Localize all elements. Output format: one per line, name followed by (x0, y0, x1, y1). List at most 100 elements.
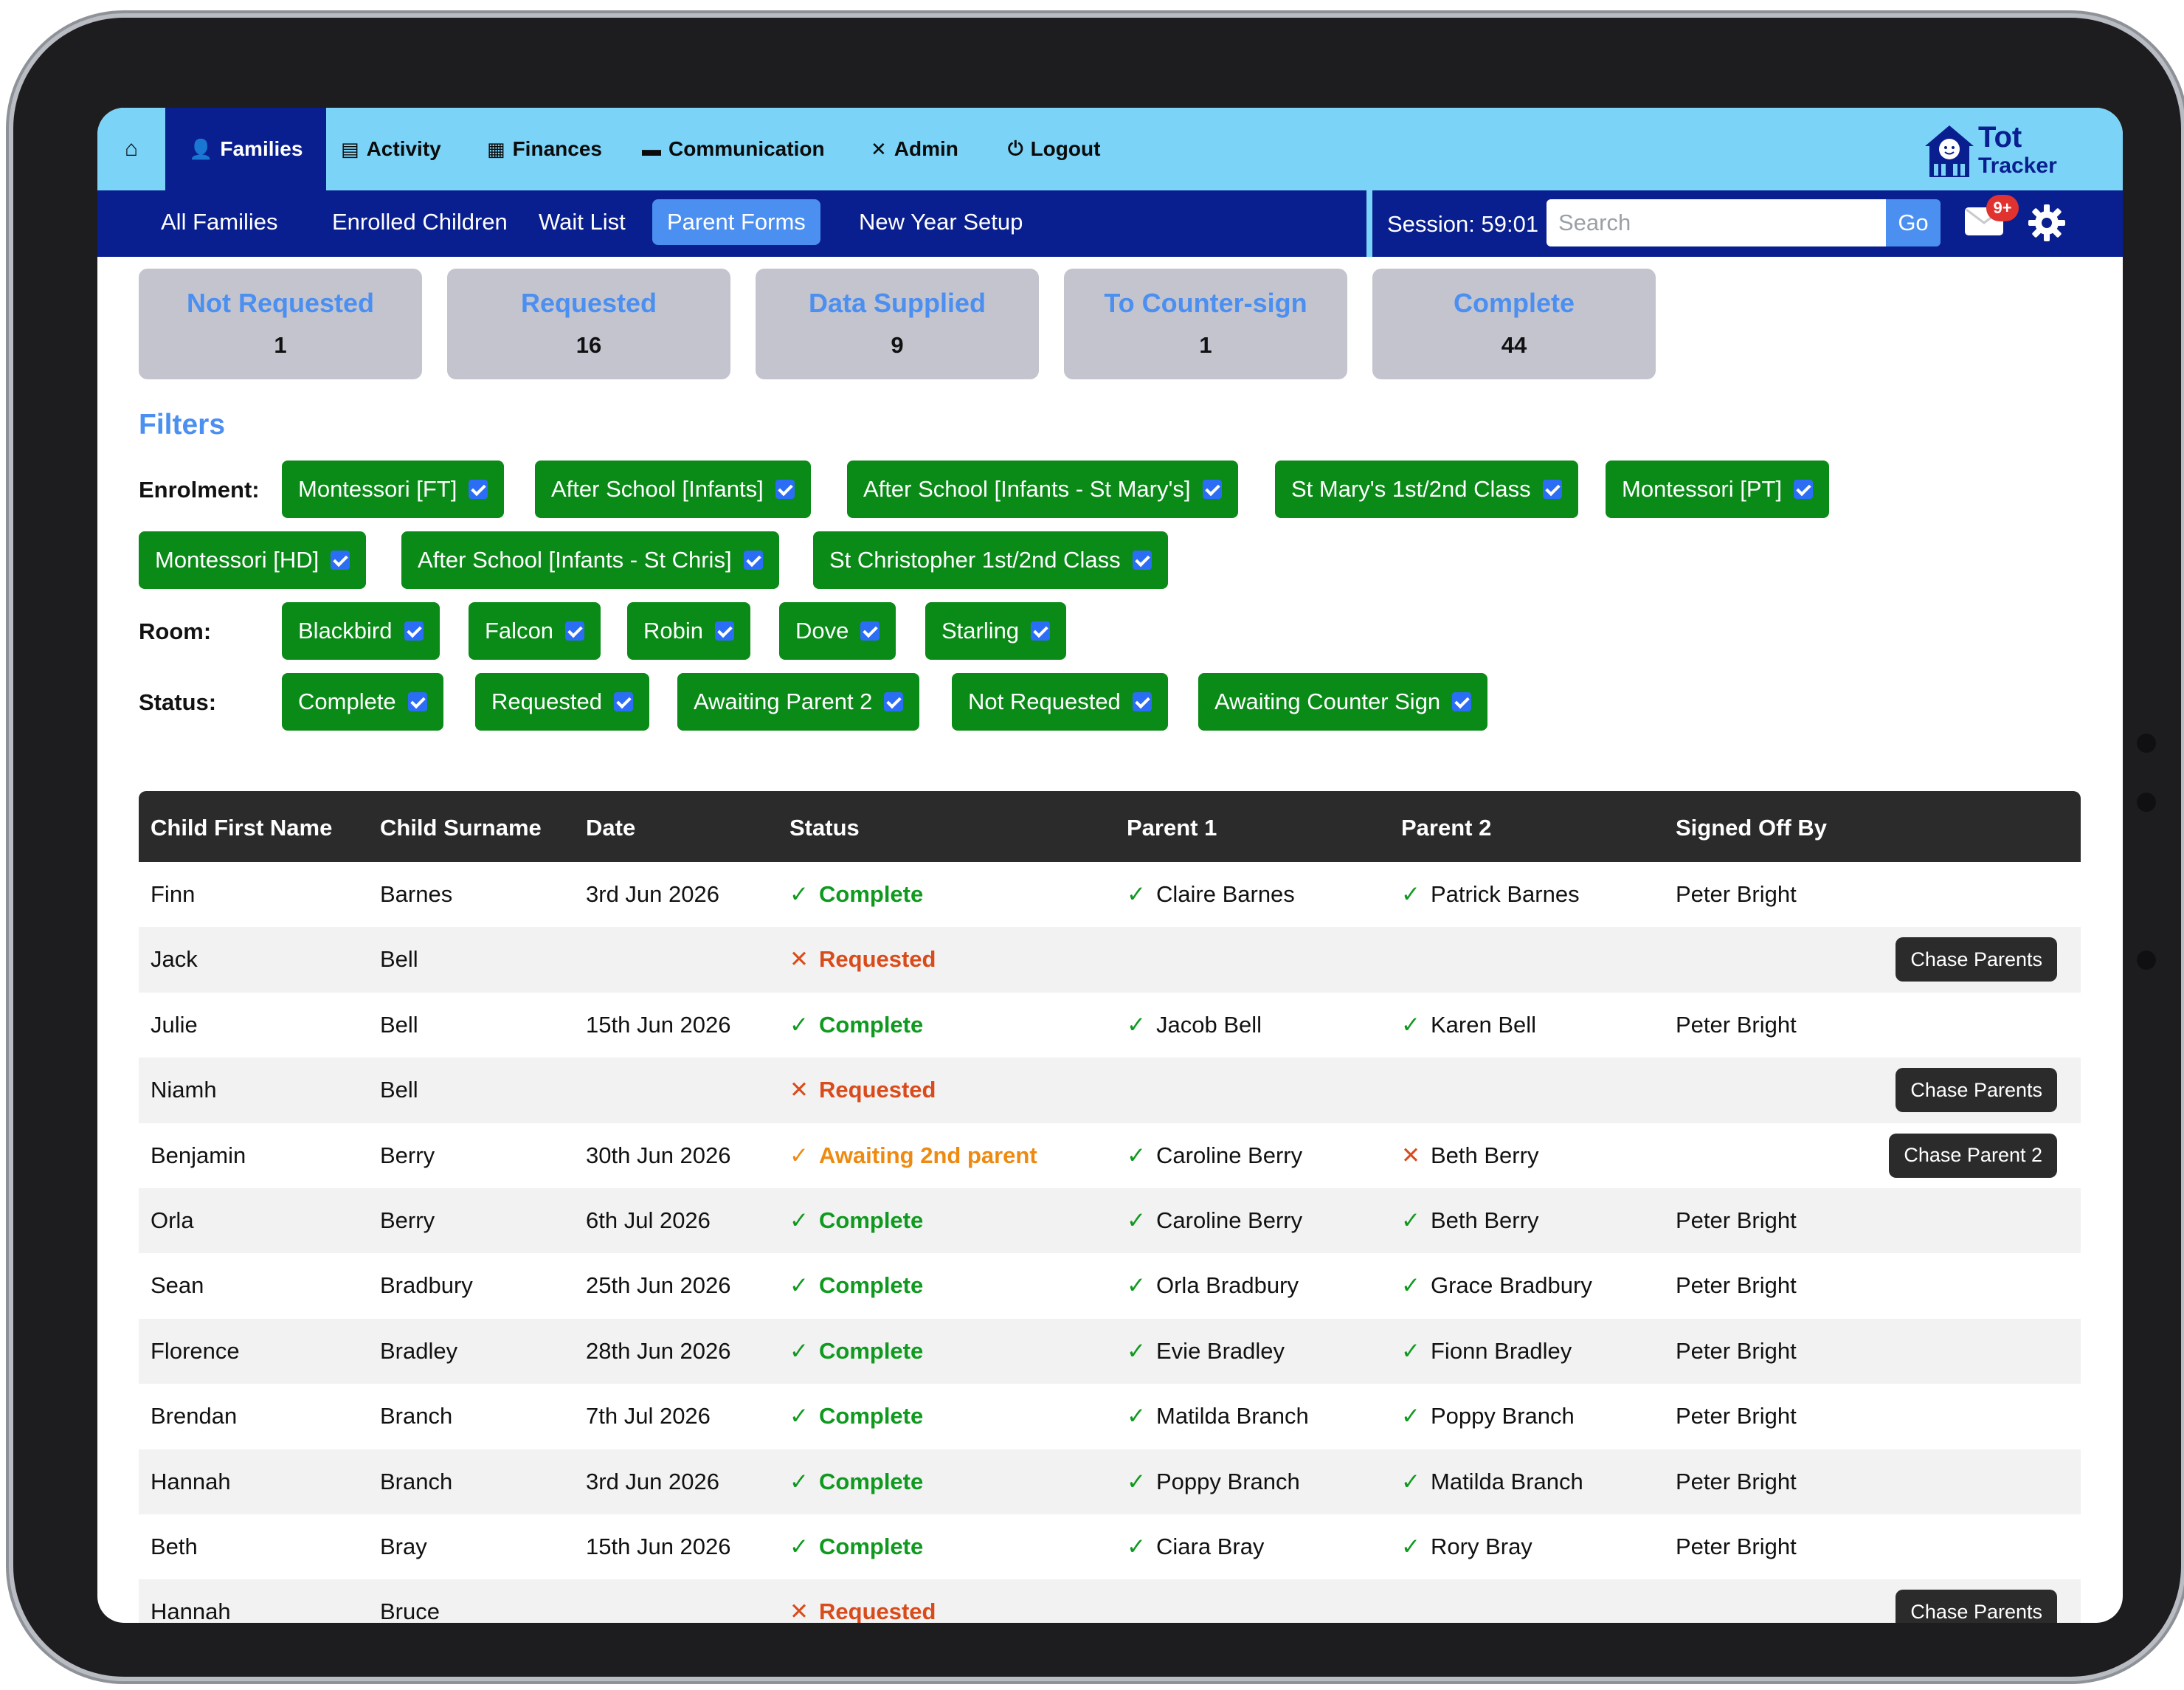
filter-chip-room[interactable]: Falcon (469, 602, 601, 660)
column-header[interactable]: Parent 2 (1401, 815, 1492, 841)
cell-surname: Branch (380, 1469, 452, 1495)
subnav-all-families[interactable]: All Families (161, 209, 278, 235)
column-header[interactable]: Status (789, 815, 860, 841)
check-icon: ✓ (1401, 1207, 1420, 1233)
column-header[interactable]: Child Surname (380, 815, 542, 841)
filter-chip-room[interactable]: Robin (627, 602, 750, 660)
table-row: Jack Bell ✕ Requested Chase Parents (139, 927, 2081, 993)
filter-chip-room[interactable]: Starling (925, 602, 1067, 660)
check-icon: ✓ (789, 1272, 809, 1299)
gear-icon[interactable] (2028, 204, 2066, 242)
cell-p2: ✕ Beth Berry (1401, 1142, 1538, 1169)
cell-first: Hannah (151, 1469, 231, 1495)
tab-communication[interactable]: ▬ Communication (642, 108, 825, 190)
filter-chip-enrolment[interactable]: St Mary's 1st/2nd Class (1275, 461, 1578, 518)
notification-badge: 9+ (1986, 195, 2019, 221)
house-logo-icon (1925, 125, 1974, 177)
cell-surname: Bradley (380, 1338, 457, 1365)
cell-text: Patrick Barnes (1431, 881, 1580, 907)
search-input[interactable] (1547, 199, 1886, 246)
chase-parent-2-button[interactable]: Chase Parent 2 (1889, 1133, 2057, 1178)
cell-text: Berry (380, 1142, 435, 1168)
filter-chip-status[interactable]: Complete (282, 673, 443, 731)
cell-text: 15th Jun 2026 (586, 1011, 731, 1038)
cell-text: Beth (151, 1533, 198, 1559)
column-header[interactable]: Date (586, 815, 636, 841)
cell-text: Requested (819, 1598, 936, 1623)
tab-finances-label: Finances (512, 137, 602, 160)
cell-text: Orla Bradbury (1156, 1272, 1299, 1299)
filter-chip-status[interactable]: Not Requested (952, 673, 1168, 731)
subnav-enrolled-children[interactable]: Enrolled Children (332, 209, 508, 235)
column-header[interactable]: Parent 1 (1127, 815, 1217, 841)
cell-signed: Peter Bright (1676, 1338, 1797, 1365)
cell-text: Hannah (151, 1468, 231, 1494)
cell-first: Julie (151, 1012, 198, 1038)
chase-parents-button[interactable]: Chase Parents (1896, 1068, 2057, 1113)
cell-p1: ✓ Evie Bradley (1127, 1338, 1285, 1365)
users-icon: 👤 (189, 137, 213, 160)
check-icon: ✓ (1127, 1272, 1146, 1299)
side-sensor (2137, 793, 2156, 812)
cell-p2: ✓ Matilda Branch (1401, 1469, 1583, 1495)
cell-status: ✓ Complete (789, 1469, 923, 1495)
cell-status: ✓ Complete (789, 1338, 923, 1365)
filter-chip-room[interactable]: Blackbird (282, 602, 440, 660)
tab-activity[interactable]: ▤ Activity (341, 108, 441, 190)
filter-chip-status[interactable]: Awaiting Parent 2 (677, 673, 920, 731)
cross-icon: ✕ (789, 946, 809, 973)
filter-chip-enrolment[interactable]: After School [Infants] (535, 461, 811, 518)
filter-chip-status[interactable]: Awaiting Counter Sign (1198, 673, 1488, 731)
cell-text: Poppy Branch (1156, 1468, 1300, 1494)
filter-chip-room[interactable]: Dove (779, 602, 896, 660)
tab-home[interactable]: ⌂ (111, 108, 152, 190)
chase-parents-button[interactable]: Chase Parents (1896, 1590, 2057, 1623)
cell-first: Orla (151, 1207, 194, 1234)
filter-chip-enrolment[interactable]: St Christopher 1st/2nd Class (813, 531, 1168, 589)
tab-admin-label: Admin (894, 137, 958, 160)
column-header[interactable]: Child First Name (151, 815, 333, 841)
check-icon: ✓ (789, 1468, 809, 1494)
tab-activity-label: Activity (366, 137, 441, 160)
cell-p1: ✓ Poppy Branch (1127, 1469, 1300, 1495)
status-card-complete[interactable]: Complete 44 (1372, 269, 1656, 379)
subnav-wait-list[interactable]: Wait List (539, 209, 626, 235)
cell-text: 7th Jul 2026 (586, 1403, 711, 1429)
cell-text: Niamh (151, 1077, 217, 1103)
status-card-requested[interactable]: Requested 16 (447, 269, 730, 379)
cell-p2: ✓ Karen Bell (1401, 1012, 1536, 1038)
check-icon: ✓ (789, 1403, 809, 1429)
status-card-data-supplied[interactable]: Data Supplied 9 (756, 269, 1039, 379)
chase-parents-button[interactable]: Chase Parents (1896, 937, 2057, 982)
filter-chip-enrolment[interactable]: Montessori [HD] (139, 531, 367, 589)
search-go-button[interactable]: Go (1886, 199, 1941, 246)
tab-admin[interactable]: ✕ Admin (871, 108, 958, 190)
filter-chip-enrolment[interactable]: After School [Infants - St Mary's] (847, 461, 1238, 518)
cell-text: Complete (819, 1533, 924, 1559)
side-sensor (2137, 734, 2156, 753)
tab-logout[interactable]: ⏻ Logout (1008, 108, 1100, 190)
cell-p2: ✓ Rory Bray (1401, 1534, 1532, 1560)
checkbox-checked-icon (1452, 692, 1472, 711)
checkbox-checked-icon (743, 551, 763, 570)
cell-surname: Branch (380, 1403, 452, 1429)
cell-surname: Berry (380, 1142, 435, 1169)
cell-text: Finn (151, 881, 196, 907)
status-card-to-counter-sign[interactable]: To Counter-sign 1 (1064, 269, 1347, 379)
tab-families[interactable]: 👤 Families (165, 108, 327, 190)
cell-status: ✓ Complete (789, 1403, 923, 1429)
check-icon: ✓ (789, 1011, 809, 1038)
column-header[interactable]: Signed Off By (1676, 815, 1827, 841)
filter-chip-enrolment[interactable]: After School [Infants - St Chris] (401, 531, 779, 589)
cell-text: Complete (819, 881, 924, 907)
subnav-parent-forms[interactable]: Parent Forms (652, 199, 820, 245)
tab-finances[interactable]: ▦ Finances (487, 108, 602, 190)
filter-chip-enrolment[interactable]: Montessori [FT] (282, 461, 505, 518)
session-timer: Session: 59:01 (1387, 211, 1539, 237)
filter-chip-status[interactable]: Requested (475, 673, 649, 731)
filter-chip-enrolment[interactable]: Montessori [PT] (1606, 461, 1830, 518)
subnav-new-year-setup[interactable]: New Year Setup (859, 209, 1023, 235)
app-logo: Tot Tracker (1924, 120, 2071, 182)
status-card-not-requested[interactable]: Not Requested 1 (139, 269, 422, 379)
filter-chip-label: Falcon (485, 618, 554, 644)
